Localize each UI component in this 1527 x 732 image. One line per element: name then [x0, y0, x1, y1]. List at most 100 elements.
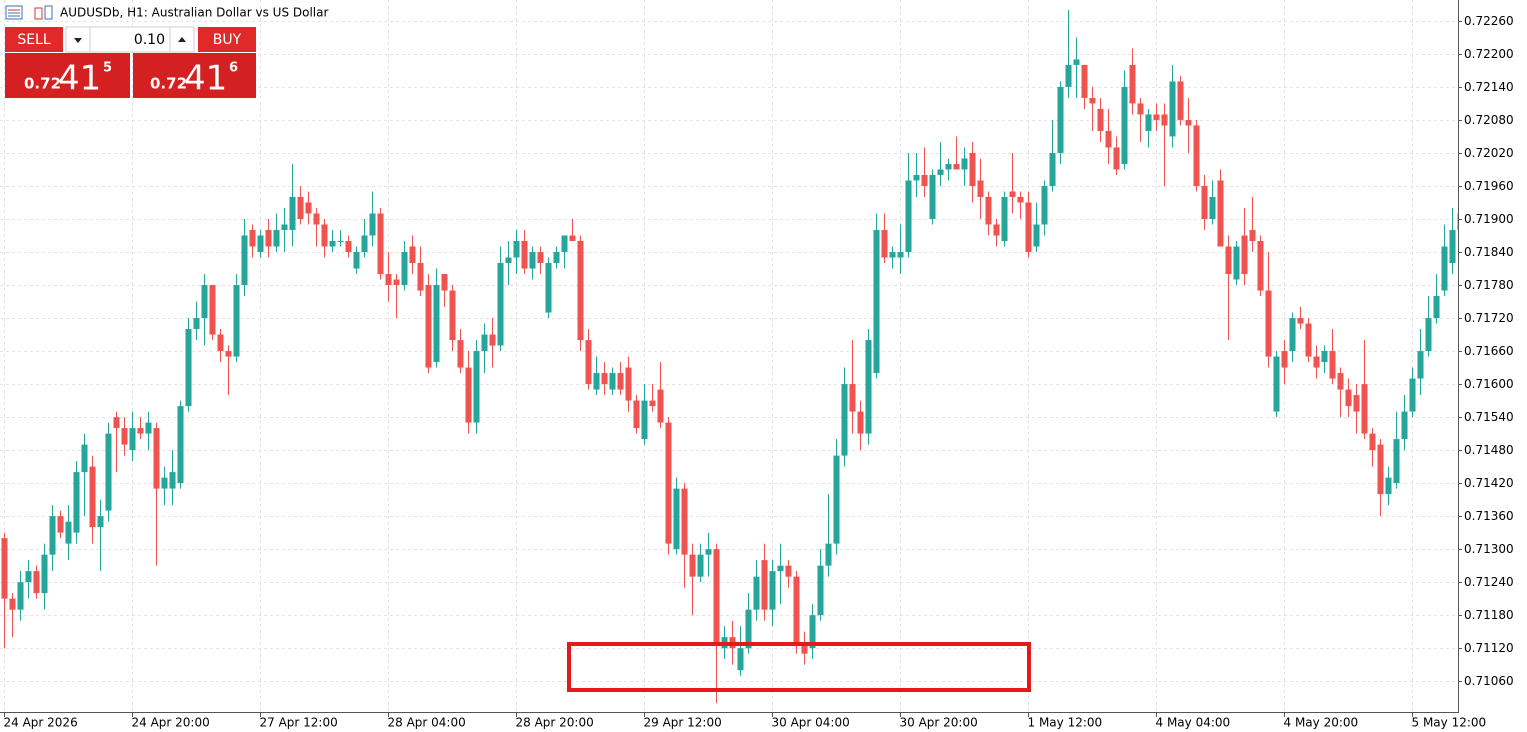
candle-body [1313, 356, 1320, 368]
lot-value: 0.10 [134, 32, 165, 48]
candle-body [105, 433, 112, 511]
candle-body [89, 466, 96, 528]
x-tick-label: 4 May 20:00 [1284, 716, 1359, 730]
candle-body [737, 648, 744, 671]
y-tick-label: 0.71300 [1464, 542, 1514, 556]
y-tick-label: 0.72020 [1464, 146, 1514, 160]
lot-field[interactable] [89, 26, 171, 53]
candle-body [617, 373, 624, 390]
candle-body [697, 554, 704, 577]
candle-body [809, 615, 816, 649]
x-tick-label: 24 Apr 2026 [4, 716, 78, 730]
candle-body [817, 565, 824, 616]
candle-body [705, 549, 712, 555]
candle-body [49, 516, 56, 555]
candle-body [609, 373, 616, 390]
candle-body [233, 285, 240, 357]
candle-body [673, 488, 680, 550]
y-tick-label: 0.71420 [1464, 476, 1514, 490]
buy-label: BUY [213, 32, 242, 48]
candle-body [961, 158, 968, 170]
candle-body [505, 257, 512, 264]
candle-body [113, 417, 120, 429]
candle-body [281, 224, 288, 230]
candle-body [481, 334, 488, 352]
candle-body [1297, 318, 1304, 324]
candle-body [665, 422, 672, 544]
candle-body [25, 571, 32, 583]
candle-body [769, 571, 776, 610]
candle-body [1129, 64, 1136, 104]
candle-body [1289, 318, 1296, 352]
candle-body [601, 373, 608, 385]
candle-body [1441, 246, 1448, 291]
candle-layer [1, 9, 1458, 704]
candle-body [217, 334, 224, 352]
highlight-box [567, 642, 1031, 692]
candle-body [1001, 196, 1008, 242]
x-tick-label: 5 May 12:00 [1412, 716, 1487, 730]
candle-body [1433, 296, 1440, 319]
candle-body [649, 400, 656, 407]
candle-body [313, 213, 320, 225]
bid-box[interactable] [5, 53, 130, 98]
candle-body [913, 174, 920, 181]
candle-body [1201, 185, 1208, 219]
grid-layer [0, 0, 1458, 712]
candle-body [1169, 81, 1176, 137]
candle-body [81, 444, 88, 473]
candle-body [209, 285, 216, 335]
candle-body [1193, 125, 1200, 186]
ask-box[interactable] [133, 53, 256, 98]
candle-body [521, 241, 528, 269]
candle-body [1393, 439, 1400, 484]
candle-body [377, 213, 384, 275]
candle-body [641, 400, 648, 440]
candle-body [889, 252, 896, 258]
candle-body [1241, 235, 1248, 275]
candle-body [953, 163, 960, 170]
candle-body [65, 521, 72, 544]
candle-body [73, 472, 80, 533]
candle-body [1425, 318, 1432, 352]
bid-point: 5 [103, 61, 112, 76]
bid-pips: 41 [58, 59, 101, 99]
candle-body [633, 400, 640, 429]
candle-body [369, 213, 376, 236]
candle-body [1025, 202, 1032, 253]
down-arrow [74, 38, 82, 43]
candle-body [473, 351, 480, 423]
candle-body [97, 516, 104, 528]
candle-body [361, 235, 368, 253]
candle-body [273, 229, 280, 247]
ask-prefix: 0.72 [150, 75, 187, 93]
candle-body [1369, 433, 1376, 451]
x-tick-label: 4 May 04:00 [1156, 716, 1231, 730]
candle-body [1121, 86, 1128, 164]
candle-body [457, 340, 464, 368]
sell-button[interactable] [5, 27, 63, 52]
candle-body [297, 196, 304, 219]
candle-body [681, 488, 688, 555]
y-tick-label: 0.71720 [1464, 311, 1514, 325]
candle-body [569, 235, 576, 242]
candle-body [425, 285, 432, 368]
candle-body [1321, 351, 1328, 363]
candle-body [1209, 196, 1216, 219]
candle-body [337, 241, 344, 243]
candle-body [1401, 411, 1408, 440]
candle-body [33, 571, 40, 594]
y-tick-label: 0.71600 [1464, 377, 1514, 391]
candle-body [409, 246, 416, 264]
candle-body [393, 279, 400, 286]
x-tick-label: 27 Apr 12:00 [260, 716, 338, 730]
buy-button[interactable] [198, 27, 256, 52]
candle-body [553, 252, 560, 264]
candle-body [153, 428, 160, 489]
x-tick-label: 28 Apr 20:00 [516, 716, 594, 730]
candle-body [1257, 241, 1264, 291]
candle-body [1457, 213, 1458, 230]
